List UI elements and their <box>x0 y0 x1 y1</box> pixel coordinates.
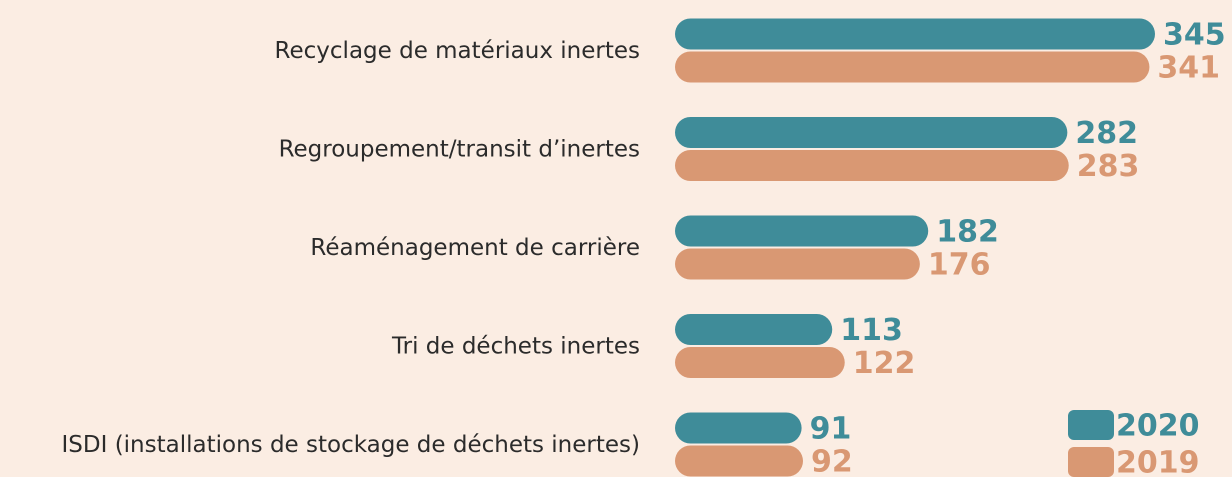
value-label: 341 <box>1157 51 1220 86</box>
legend-label: 2019 <box>1116 446 1200 477</box>
value-label: 345 <box>1163 18 1226 53</box>
bar <box>675 412 802 444</box>
bar <box>675 314 833 345</box>
value-label: 283 <box>1077 149 1140 184</box>
category-label: Regroupement/transit d’inertes <box>279 137 640 163</box>
bar <box>675 150 1069 181</box>
category-label: ISDI (installations de stockage de déche… <box>62 432 641 458</box>
bar <box>675 248 920 280</box>
value-label: 92 <box>811 445 853 477</box>
bar <box>675 215 929 247</box>
value-label: 113 <box>840 313 903 348</box>
legend-swatch <box>1068 447 1114 477</box>
legend-label: 2020 <box>1116 409 1200 444</box>
bar <box>675 117 1068 148</box>
value-label: 122 <box>853 346 916 381</box>
category-label: Tri de déchets inertes <box>391 334 640 360</box>
value-label: 176 <box>928 248 991 283</box>
legend-swatch <box>1068 410 1114 440</box>
category-label: Recyclage de matériaux inertes <box>275 38 640 64</box>
value-label: 182 <box>936 215 999 250</box>
bar <box>675 18 1155 50</box>
bar <box>675 51 1150 83</box>
bar <box>675 445 803 477</box>
bar <box>675 347 845 378</box>
value-label: 91 <box>810 412 852 447</box>
value-label: 282 <box>1075 116 1138 151</box>
category-label: Réaménagement de carrière <box>310 235 640 261</box>
